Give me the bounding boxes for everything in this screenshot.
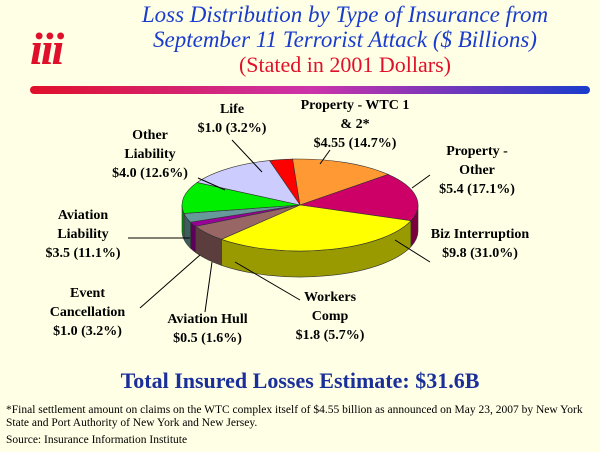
category-label: Aviation Liability: [57, 208, 109, 242]
leader-line: [204, 261, 213, 313]
value-label: $0.5 (1.6%): [173, 331, 242, 346]
category-label: Other Liability: [124, 128, 176, 162]
category-label: Workers Comp: [303, 290, 357, 324]
value-label: $1.0 (3.2%): [197, 121, 267, 136]
leader-line: [411, 174, 431, 189]
value-label: $4.0 (12.6%): [112, 166, 188, 181]
value-label: $9.8 (31.0%): [442, 246, 518, 261]
category-label: Aviation Hull: [167, 312, 248, 327]
category-label: Property - Other: [446, 144, 508, 178]
slice: [292, 158, 389, 206]
value-label: $1.8 (5.7%): [295, 328, 365, 343]
slice-label: Property - Other $5.4 (17.1%): [432, 142, 522, 199]
slice: [220, 204, 412, 252]
category-label: Life: [219, 102, 245, 117]
leader-line: [319, 149, 331, 165]
leader-line: [394, 239, 431, 263]
slice-label: Life $1.0 (3.2%): [182, 100, 282, 138]
total: Total Insured Losses Estimate: $31.6B: [120, 368, 480, 393]
category-label: Event Cancellation: [49, 286, 126, 320]
footnote: *Final settlement amount on claims on th…: [6, 404, 583, 429]
leader-line: [139, 254, 201, 309]
value-label: $5.4 (17.1%): [439, 182, 515, 197]
value-label: $1.0 (3.2%): [53, 324, 122, 339]
value-label: $4.55 (14.7%): [313, 136, 397, 151]
value-label: $3.5 (11.1%): [45, 246, 121, 261]
logo: iii: [30, 23, 64, 74]
chart-title: Loss Distribution by Type of Insurance f…: [141, 2, 549, 52]
leader-line: [231, 139, 263, 173]
slice-label: Property - WTC 1 & 2* $4.55 (14.7%): [300, 96, 410, 153]
chart-subtitle: (Stated in 2001 Dollars): [238, 52, 452, 77]
slice-label: Event Cancellation $1.0 (3.2%): [40, 284, 135, 341]
slice-label: Workers Comp $1.8 (5.7%): [290, 288, 370, 345]
slice-label: Biz Interruption $9.8 (31.0%): [430, 225, 530, 263]
slice-label: Aviation Liability $3.5 (11.1%): [38, 206, 128, 263]
source: Source: Insurance Information Institute: [6, 434, 188, 446]
header-bar: [30, 86, 590, 94]
slice: [181, 182, 301, 214]
leader-line: [197, 177, 226, 191]
leader-line: [234, 261, 301, 301]
slice-side: [190, 221, 196, 253]
slice: [196, 160, 301, 206]
slice-label: Other Liability $4.0 (12.6%): [110, 126, 190, 183]
slice-label: Aviation Hull $0.5 (1.6%): [150, 310, 265, 348]
category-label: Biz Interruption: [430, 227, 530, 242]
category-label: Property - WTC 1 & 2*: [300, 98, 410, 132]
